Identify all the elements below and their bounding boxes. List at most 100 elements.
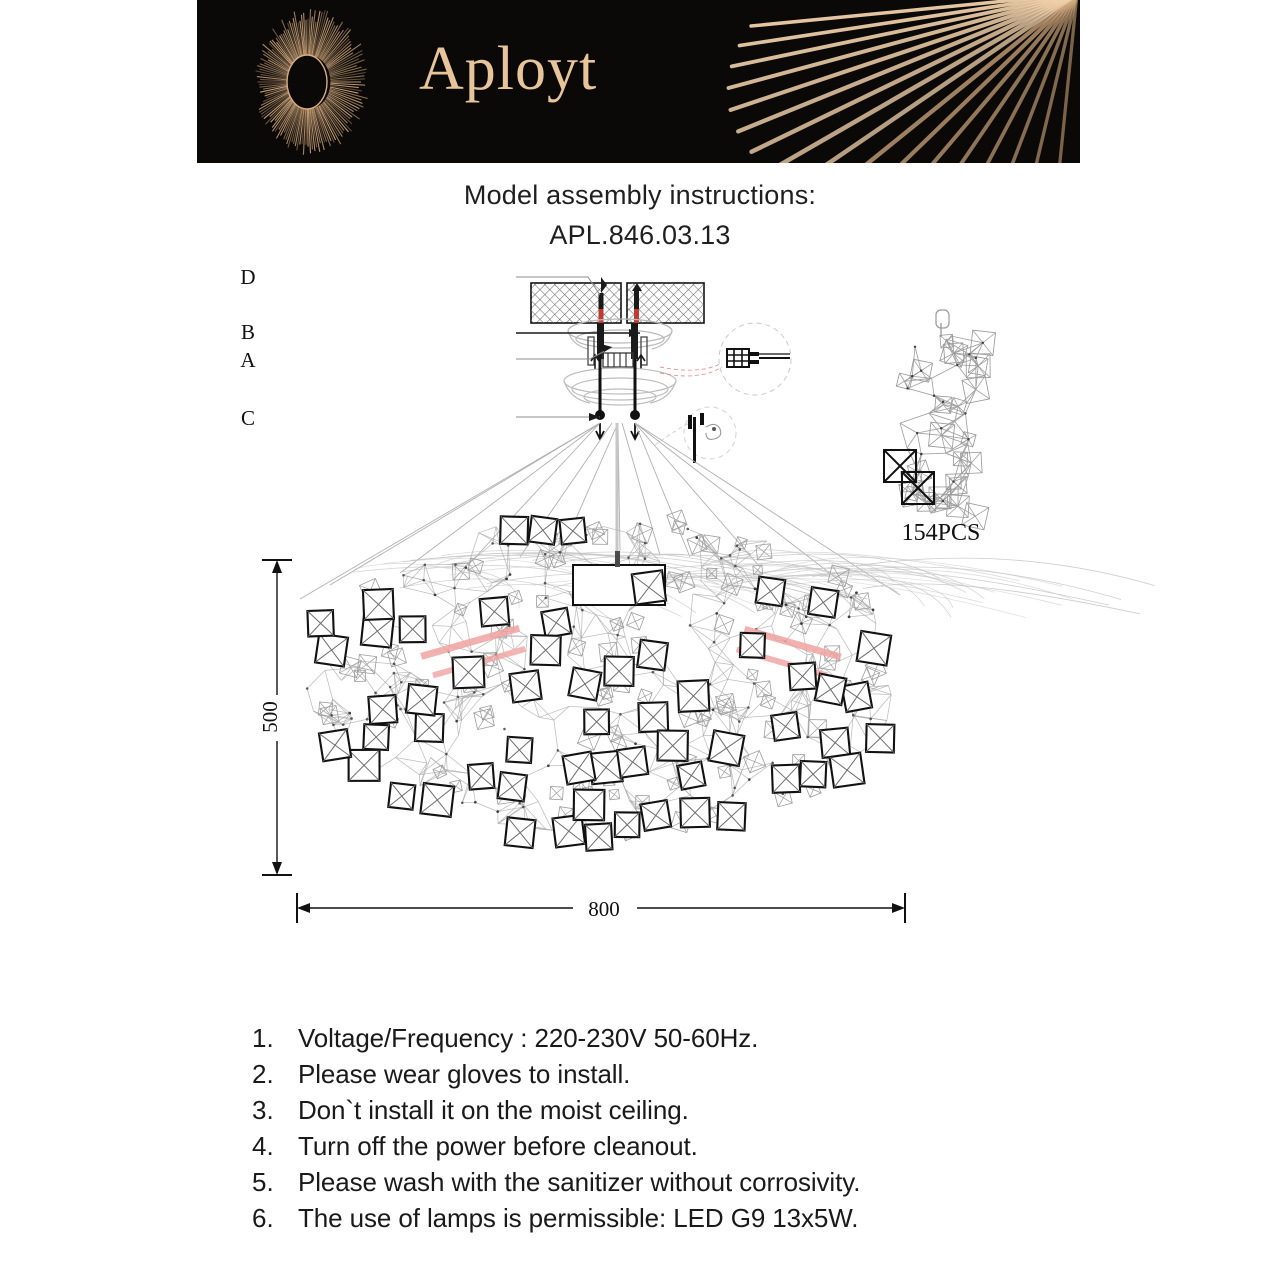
crystal-cube [806,586,840,619]
crystal-cube [864,723,896,754]
canopy-cup [563,367,677,406]
crystal-cube [499,515,530,546]
crystal-cube [466,762,496,791]
instruction-text: Don`t install it on the moist ceiling. [298,1095,689,1125]
parts-count-label: 154PCS [902,520,981,546]
crystal-cube [503,816,537,850]
crystal-cube [413,712,445,744]
crystal-cube [787,661,818,692]
crystal-cube [558,516,588,546]
parts-strand: 154PCS [883,309,996,546]
dimension-height: 500 [258,559,292,876]
instruction-text: Please wear gloves to install. [298,1059,631,1089]
crystal-cube [676,760,707,791]
instruction-text: Turn off the power before cleanout. [298,1131,698,1161]
instruction-number: 2. [252,1059,274,1089]
instruction-number: 4. [252,1131,274,1161]
crystal-cube [398,615,427,644]
terminal-block-detail [659,322,792,396]
crystal-cube [387,781,417,811]
callout-label-D: D [240,265,255,289]
crystal-cube [676,679,711,714]
crystal-cube [367,693,399,726]
crystal-cube [818,726,852,759]
callout-label-C: C [241,406,255,430]
crystal-cube [317,727,353,763]
crystal-cube [603,655,635,688]
crystal-cube-group [306,514,896,852]
instruction-item: 6. The use of lamps is permissible: LED … [252,1200,1092,1236]
header-banner: Aployt [197,0,1080,163]
ceiling-anchors [598,277,642,323]
crystal-cube [572,788,606,822]
crystal-cube [637,701,670,734]
ceiling-slab-D [530,282,705,324]
cad-label-group: D BA C [240,265,256,430]
mounting-bracket-A [587,323,648,369]
crystal-cube [769,710,802,743]
crystal-cube [496,770,529,803]
crystal-cube [840,680,874,714]
crystal-cube [362,723,391,752]
dimension-height-label: 500 [258,701,282,733]
crystal-cube [583,822,614,852]
instruction-number: 3. [252,1095,274,1125]
brand-wordmark: Aployt [419,35,598,103]
instruction-text: The use of lamps is permissible: LED G9 … [298,1203,859,1233]
crystal-cube [478,595,511,628]
crystal-cube [636,638,670,672]
crystal-cube [613,811,641,839]
dimension-width-label: 800 [588,897,620,921]
crystal-cube [451,655,486,690]
instruction-text: Voltage/Frequency : 220-230V 50-60Hz. [298,1023,759,1053]
crystal-cube [798,759,828,789]
callout-leaders [516,276,640,421]
crystal-cube [404,682,439,717]
crystal-cube [529,633,562,667]
diagram-graphics: D BA C [240,265,1155,923]
crystal-cube [828,751,866,789]
crystal-cube [813,672,848,707]
gold-ray-fan-icon [726,0,1079,163]
instruction-text: Please wash with the sanitizer without c… [298,1167,861,1197]
crystal-cube [567,666,603,702]
title-line-2: APL.846.03.13 [549,220,731,250]
crystal-cube [770,763,802,794]
crystal-cube [639,798,673,833]
crystal-cube [707,729,746,768]
crystal-cube [679,796,711,829]
crystal-cube [583,708,611,736]
crystal-cube [527,514,559,546]
instruction-number: 1. [252,1023,274,1053]
crystal-cube [656,729,689,762]
crystal-cube [738,631,767,659]
instruction-number: 6. [252,1203,274,1233]
instruction-number: 5. [252,1167,274,1197]
wire-hook-detail [654,406,737,463]
crystal-cube [347,748,381,782]
crystal-cube [505,735,534,765]
page-title: Model assembly instructions: APL.846.03.… [0,175,1280,255]
crystal-cube [313,632,350,668]
dimension-width: 800 [296,893,906,923]
instruction-item: 5. Please wash with the sanitizer withou… [252,1164,1092,1200]
crystal-cube [615,745,650,779]
banner-graphics [197,0,1080,163]
crystal-cube [540,606,573,639]
sunburst-ellipse-icon [255,9,368,155]
ceiling-mount-assembly [530,277,705,442]
instruction-item: 2. Please wear gloves to install. [252,1056,1092,1092]
crystal-cube [754,575,787,608]
title-line-1: Model assembly instructions: [463,180,817,210]
crystal-cube [508,669,543,704]
instruction-list: 1. Voltage/Frequency : 220-230V 50-60Hz.… [252,1020,1092,1236]
crystal-cube [361,587,396,622]
canopy-B [567,318,673,350]
crystal-cube [561,750,597,786]
crystal-cube [630,569,668,606]
callout-label-B: B [241,320,255,344]
instruction-item: 3. Don`t install it on the moist ceiling… [252,1092,1092,1128]
hanging-cables [299,422,901,600]
crystal-cube [419,781,456,819]
crystal-cube [716,800,747,832]
